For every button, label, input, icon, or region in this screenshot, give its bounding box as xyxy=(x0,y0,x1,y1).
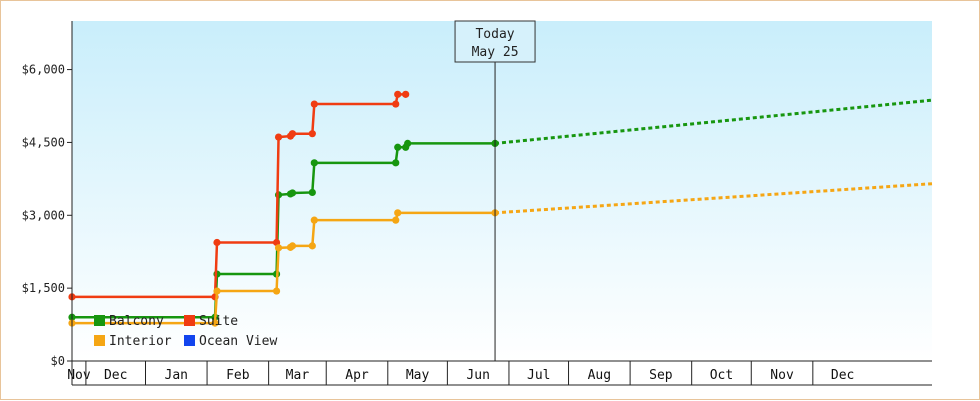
data-point xyxy=(310,216,318,224)
data-point xyxy=(308,188,316,197)
data-point xyxy=(394,90,402,98)
y-ticks: $0 $1,500 $3,000 $4,500 $6,000 xyxy=(22,63,72,368)
month-label: Jan xyxy=(165,368,188,383)
data-point xyxy=(211,319,219,327)
data-point xyxy=(288,130,297,138)
data-point xyxy=(288,189,297,197)
data-point xyxy=(310,100,318,108)
month-label: Apr xyxy=(345,368,369,383)
data-point xyxy=(308,130,316,138)
data-point xyxy=(394,209,402,217)
data-point xyxy=(274,133,283,141)
data-point xyxy=(272,287,281,295)
data-point xyxy=(310,159,318,167)
series-layer xyxy=(68,90,933,327)
data-point xyxy=(394,143,402,151)
y-tick-label: $4,500 xyxy=(22,135,65,149)
legend-label: Balcony xyxy=(109,314,164,329)
today-label: Today xyxy=(475,27,514,42)
month-label: Mar xyxy=(286,368,310,383)
month-label: Jun xyxy=(466,368,489,383)
data-point xyxy=(213,287,221,295)
data-point xyxy=(392,100,400,108)
y-tick-label: $0 xyxy=(51,354,65,368)
y-tick-label: $1,500 xyxy=(22,281,65,295)
today-date: May 25 xyxy=(472,45,519,60)
month-label: May xyxy=(406,368,430,383)
legend-swatch xyxy=(184,335,195,346)
month-label: Feb xyxy=(226,368,250,383)
data-point xyxy=(274,244,283,252)
data-point xyxy=(404,139,412,147)
forecast-line-interior xyxy=(494,182,933,215)
month-label: Nov xyxy=(67,368,91,383)
axes xyxy=(71,21,932,386)
data-point xyxy=(213,238,221,247)
today-marker: Today May 25 xyxy=(454,20,536,361)
legend-swatch xyxy=(94,335,105,346)
legend-swatch xyxy=(94,315,105,326)
month-label: Jul xyxy=(527,368,550,383)
data-point xyxy=(392,216,400,224)
month-label: Dec xyxy=(831,368,854,383)
forecast-line-balcony xyxy=(494,98,933,145)
y-tick-label: $6,000 xyxy=(22,63,65,77)
legend-swatch xyxy=(184,315,195,326)
data-point xyxy=(308,242,316,250)
month-label: Oct xyxy=(710,368,733,383)
data-point xyxy=(402,90,410,98)
month-band: Nov Dec Jan Feb Mar Apr May Jun Jul Aug Sep Oct Nov D… xyxy=(67,361,854,385)
legend: Balcony Suite Interior Ocean View xyxy=(94,314,277,349)
month-label: Dec xyxy=(104,368,127,383)
legend-label: Ocean View xyxy=(199,334,277,349)
data-point xyxy=(392,159,400,167)
month-label: Sep xyxy=(649,368,673,383)
today-box xyxy=(454,20,536,63)
month-label: Nov xyxy=(770,368,794,383)
month-label: Aug xyxy=(588,368,611,383)
legend-label: Suite xyxy=(199,314,238,329)
y-tick-label: $3,000 xyxy=(22,208,65,222)
data-point xyxy=(288,242,297,250)
legend-label: Interior xyxy=(109,334,172,349)
